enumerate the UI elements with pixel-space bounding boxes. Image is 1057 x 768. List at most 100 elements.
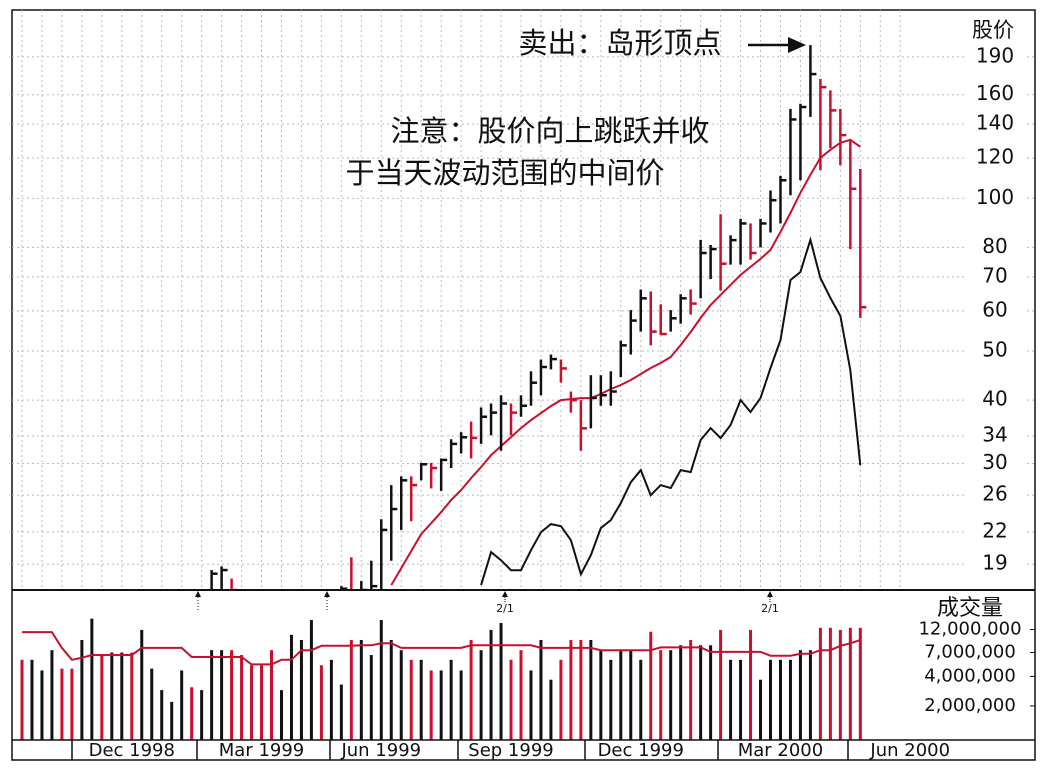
volume-bar: [80, 639, 84, 740]
volume-axis-title: 成交量: [937, 596, 1003, 621]
x-tick-label: Sep 1999: [468, 740, 553, 761]
volume-bar: [589, 639, 593, 740]
line: [390, 138, 861, 586]
tick-label-bg: [965, 299, 1025, 322]
volume-bar: [709, 645, 713, 740]
split-marker: [502, 591, 508, 597]
tick-label-bg: [965, 147, 1025, 170]
annotation: 于当天波动范围的中间价: [345, 156, 664, 190]
x-tick-label: Mar 2000: [738, 740, 824, 761]
volume-bar: [260, 665, 264, 740]
volume-panel: [20, 618, 862, 740]
tick-label-bg: [965, 187, 1025, 210]
volume-bar: [429, 670, 433, 740]
arrow-head: [788, 37, 806, 53]
volume-bar: [449, 659, 453, 740]
y-tick-label: 190: [976, 43, 1014, 67]
volume-bar: [539, 639, 543, 740]
volume-bar: [309, 620, 313, 740]
volume-bar: [769, 659, 772, 740]
volume-bar: [689, 639, 693, 740]
volume-bar: [599, 650, 603, 740]
volume-bar: [289, 634, 293, 740]
volume-bar: [160, 690, 164, 740]
volume-bar: [659, 650, 663, 740]
volume-bar: [808, 650, 812, 740]
tick-label-bg: [965, 83, 1025, 106]
volume-bar: [669, 650, 673, 740]
volume-bar: [619, 650, 623, 740]
volume-bar: [788, 659, 792, 740]
volume-bar: [40, 670, 44, 740]
volume-bar: [359, 639, 363, 740]
y-tick-label: 22: [982, 518, 1007, 542]
volume-bar: [479, 650, 483, 740]
y-tick-label: 7,000,000: [924, 642, 1016, 663]
volume-bar: [729, 659, 733, 740]
tick-label-bg: [965, 389, 1025, 412]
y-tick-label: 120: [976, 145, 1014, 169]
volume-bar: [319, 665, 323, 740]
y-tick-label: 60: [982, 297, 1007, 321]
tick-label-bg: [965, 553, 1025, 576]
volume-bar: [409, 659, 413, 740]
volume-bar: [549, 679, 553, 740]
volume-bar: [349, 639, 353, 740]
volume-bar: [50, 650, 54, 740]
y-tick-label: 160: [976, 81, 1014, 105]
volume-bar: [130, 652, 134, 740]
line: [480, 236, 862, 586]
tick-label-bg: [965, 265, 1025, 288]
volume-bar: [90, 618, 94, 740]
volume-bar: [679, 645, 683, 740]
volume-bar: [30, 659, 34, 740]
tick-label-bg: [965, 113, 1025, 136]
tick-label-bg: [965, 236, 1025, 259]
volume-bar: [649, 631, 653, 740]
volume-bar: [509, 659, 513, 740]
volume-bar: [419, 659, 423, 740]
y-tick-label: 34: [982, 422, 1007, 446]
volume-bar: [329, 659, 333, 740]
volume-bar: [699, 645, 703, 740]
volume-bar: [379, 620, 383, 740]
y-tick-label: 70: [982, 263, 1007, 287]
x-tick-label: Dec 1998: [89, 740, 175, 761]
volume-bar: [200, 690, 204, 740]
volume-bar: [529, 670, 533, 740]
annotation: 卖出：岛形顶点: [518, 26, 721, 60]
split-label: 2/1: [761, 602, 779, 615]
volume-bar: [459, 670, 463, 740]
volume-bar: [60, 668, 64, 740]
y-tick-label: 26: [982, 482, 1007, 506]
volume-bar: [838, 629, 842, 740]
marker: [324, 591, 330, 597]
volume-bar: [120, 652, 124, 740]
y-tick-label: 4,000,000: [924, 665, 1016, 686]
volume-bar: [210, 650, 214, 740]
y-tick-label: 40: [982, 387, 1007, 411]
volume-bar: [220, 650, 224, 740]
price-panel: [210, 45, 867, 590]
volume-bar: [828, 627, 832, 740]
volume-bar: [150, 668, 154, 740]
volume-bar: [759, 679, 763, 740]
split-marker: [767, 591, 773, 597]
volume-bar: [629, 650, 633, 740]
volume-bar: [798, 650, 802, 740]
tick-label-bg: [965, 424, 1025, 447]
volume-bar: [639, 659, 643, 740]
volume-bar: [439, 670, 443, 740]
volume-bar: [489, 629, 493, 740]
tick-label-bg: [965, 452, 1025, 475]
volume-bar: [719, 629, 723, 740]
volume-bar: [190, 687, 194, 740]
annotation: 注意：股价向上跳跃并收: [390, 114, 709, 148]
tick-label-bg: [965, 339, 1025, 362]
volume-bar: [170, 701, 174, 740]
volume-bar: [389, 639, 393, 740]
volume-bar: [818, 627, 822, 740]
marker: [195, 591, 201, 597]
x-tick-label: Dec 1999: [598, 740, 684, 761]
